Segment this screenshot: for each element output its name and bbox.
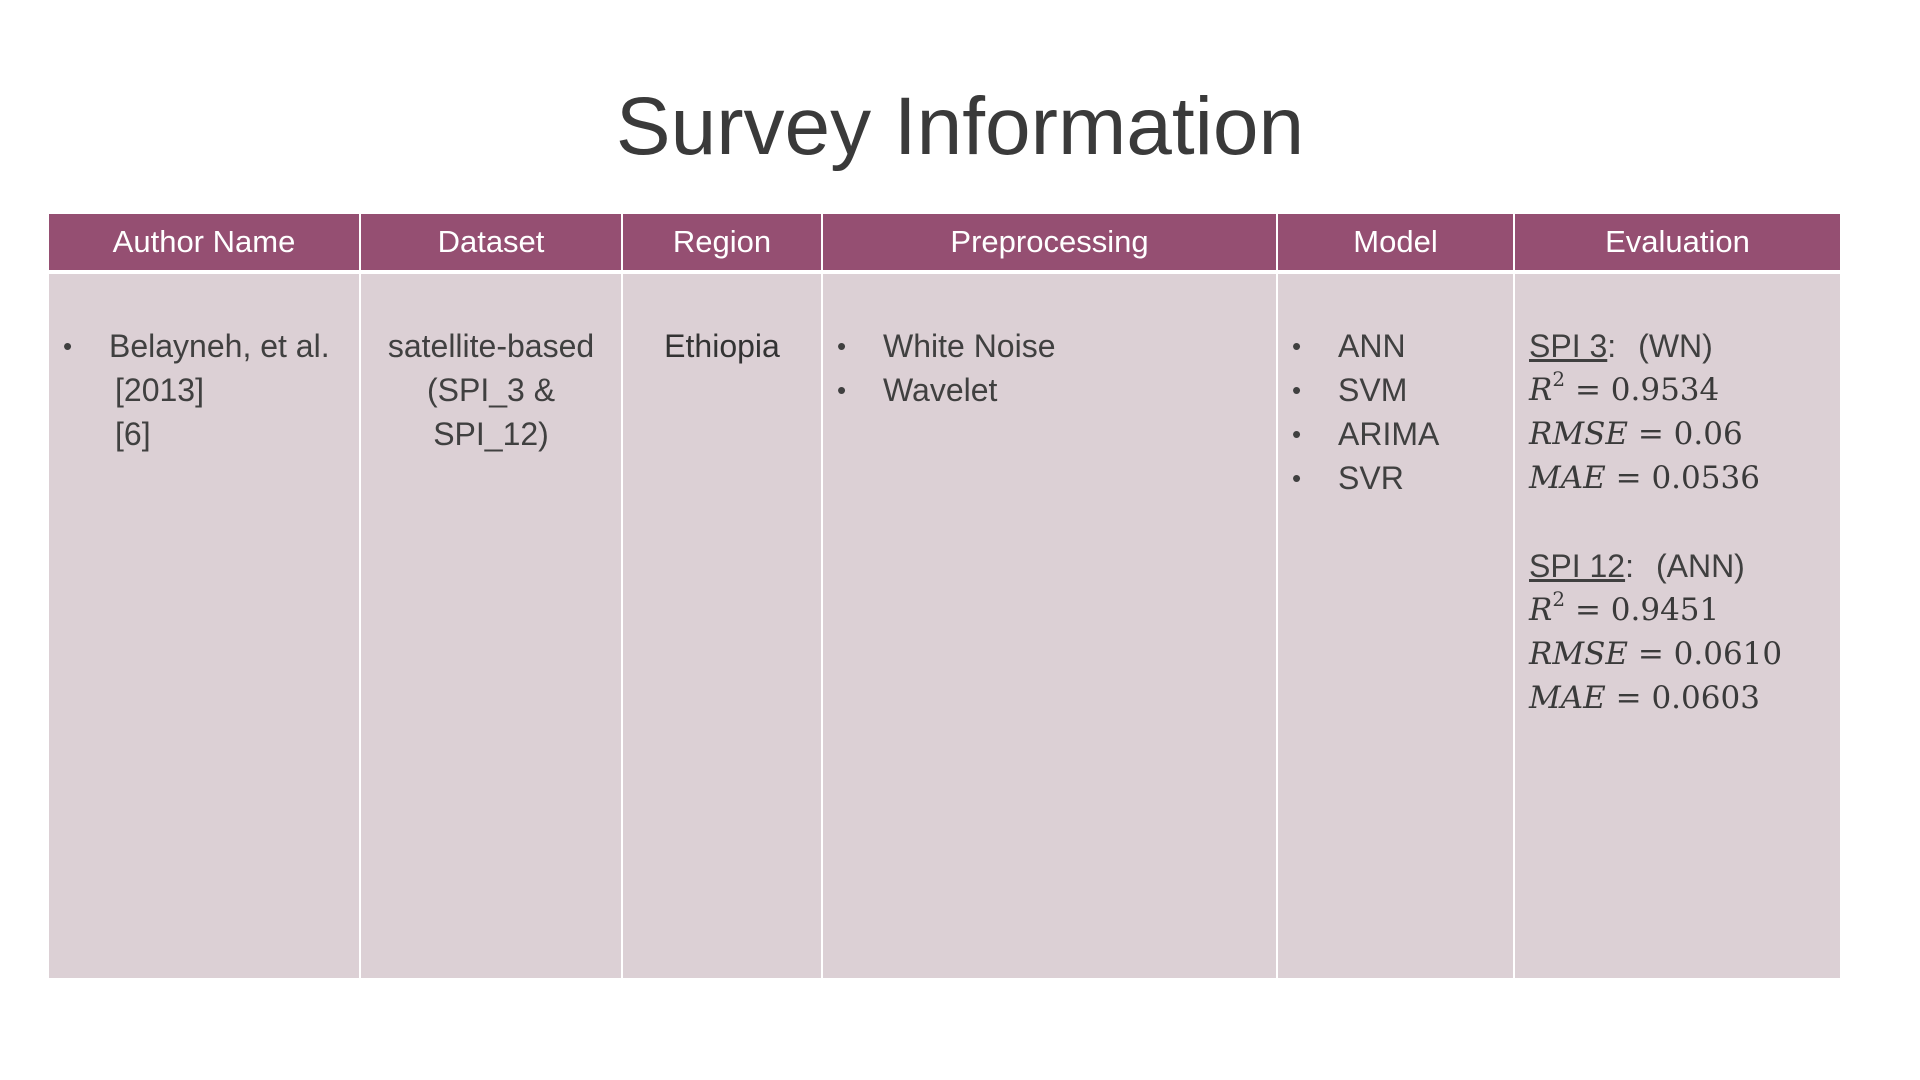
- model-item: SVM: [1338, 372, 1408, 408]
- survey-table: Author Name Dataset Region Preprocessing…: [49, 214, 1840, 978]
- metric-r2: R2 = 0.9534: [1529, 367, 1720, 408]
- cell-model: • ANN • SVM • ARIMA • SV: [1277, 272, 1515, 978]
- preprocessing-item: White Noise: [883, 328, 1056, 364]
- dataset-line: SPI_12): [433, 416, 549, 452]
- author-year: [2013]: [115, 372, 204, 408]
- metric-rmse: RMSE = 0.0610: [1529, 636, 1783, 672]
- preprocessing-item: Wavelet: [883, 372, 998, 408]
- header-author-name: Author Name: [49, 214, 361, 274]
- metric-mae: MAE = 0.0536: [1529, 460, 1760, 496]
- cell-evaluation: SPI 3: (WN) R2 = 0.9534 RMSE = 0.06 MAE =…: [1514, 272, 1840, 978]
- bullet-icon: •: [1292, 419, 1302, 449]
- list-item: • ANN: [1278, 324, 1513, 368]
- table-header-row: Author Name Dataset Region Preprocessing…: [49, 214, 1840, 274]
- cell-region: Ethiopia: [622, 272, 823, 978]
- spi-label: SPI 12: [1529, 548, 1626, 584]
- dataset-line: (SPI_3 &: [426, 372, 556, 408]
- metric-mae: MAE = 0.0603: [1529, 680, 1760, 716]
- list-item: • White Noise: [823, 324, 1276, 368]
- eval-heading: SPI 3: (WN): [1529, 324, 1840, 368]
- evaluation-spi12: SPI 12: (ANN) R2 = 0.9451 RMSE = 0.0610 M…: [1529, 544, 1840, 720]
- header-preprocessing: Preprocessing: [822, 214, 1278, 274]
- list-item: • Wavelet: [823, 368, 1276, 412]
- cell-preprocessing: • White Noise • Wavelet: [822, 272, 1278, 978]
- model-list: • ANN • SVM • ARIMA • SV: [1278, 324, 1513, 500]
- bullet-icon: •: [837, 375, 847, 405]
- list-item: • ARIMA: [1278, 412, 1513, 456]
- header-model: Model: [1277, 214, 1515, 274]
- bullet-icon: •: [1292, 375, 1302, 405]
- header-dataset: Dataset: [360, 214, 623, 274]
- author-ref: [6]: [115, 416, 151, 452]
- bullet-icon: •: [63, 331, 73, 361]
- eval-heading: SPI 12: (ANN): [1529, 544, 1840, 588]
- bullet-icon: •: [1292, 331, 1302, 361]
- spi-method: (ANN): [1655, 548, 1745, 584]
- model-item: ARIMA: [1338, 416, 1440, 452]
- metric-r2: R2 = 0.9451: [1529, 587, 1720, 628]
- author-name: Belayneh, et al.: [109, 328, 330, 364]
- region-value: Ethiopia: [664, 328, 780, 364]
- dataset-line: satellite-based: [387, 328, 595, 364]
- bullet-icon: •: [837, 331, 847, 361]
- table-row: • Belayneh, et al. [2013] [6] satellite-…: [49, 272, 1840, 978]
- spi-colon: :: [1607, 328, 1617, 364]
- header-evaluation: Evaluation: [1514, 214, 1840, 274]
- bullet-icon: •: [1292, 463, 1302, 493]
- spi-label: SPI 3: [1529, 328, 1608, 364]
- list-item: • SVR: [1278, 456, 1513, 500]
- header-region: Region: [622, 214, 823, 274]
- spi-colon: :: [1625, 548, 1634, 584]
- metric-rmse: RMSE = 0.06: [1529, 416, 1743, 452]
- cell-author: • Belayneh, et al. [2013] [6]: [49, 272, 361, 978]
- spi-method: (WN): [1638, 328, 1713, 364]
- model-item: ANN: [1338, 328, 1406, 364]
- slide-title: Survey Information: [615, 81, 1305, 172]
- preprocessing-list: • White Noise • Wavelet: [823, 324, 1276, 412]
- cell-dataset: satellite-based (SPI_3 & SPI_12): [360, 272, 623, 978]
- author-item: • Belayneh, et al. [2013] [6]: [49, 324, 359, 456]
- list-item: • SVM: [1278, 368, 1513, 412]
- author-list: • Belayneh, et al. [2013] [6]: [49, 324, 359, 456]
- spacer: [1529, 500, 1840, 544]
- model-item: SVR: [1338, 460, 1404, 496]
- evaluation-spi3: SPI 3: (WN) R2 = 0.9534 RMSE = 0.06 MAE =…: [1529, 324, 1840, 500]
